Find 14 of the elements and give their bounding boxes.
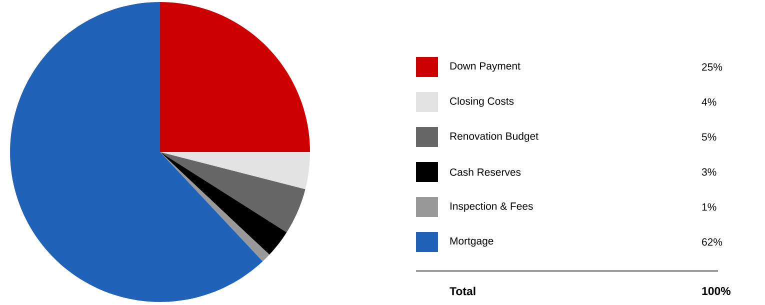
data-label: 3% <box>702 168 716 176</box>
data-label: 1% <box>702 203 716 211</box>
data-label: 5% <box>702 133 716 141</box>
data-label: 4% <box>702 98 716 106</box>
text: Total <box>450 286 476 296</box>
data-label: 62% <box>702 238 722 246</box>
legend-label: Cash Reserves <box>450 168 521 176</box>
legend-label: Closing Costs <box>450 97 514 107</box>
legend-label: Renovation Budget <box>450 132 538 142</box>
legend-label: Mortgage <box>450 237 494 247</box>
data-label: 25% <box>702 63 722 71</box>
text: 100% <box>702 286 731 296</box>
legend-label: Inspection & Fees <box>450 202 533 212</box>
legend-label: Down Payment <box>450 62 520 72</box>
